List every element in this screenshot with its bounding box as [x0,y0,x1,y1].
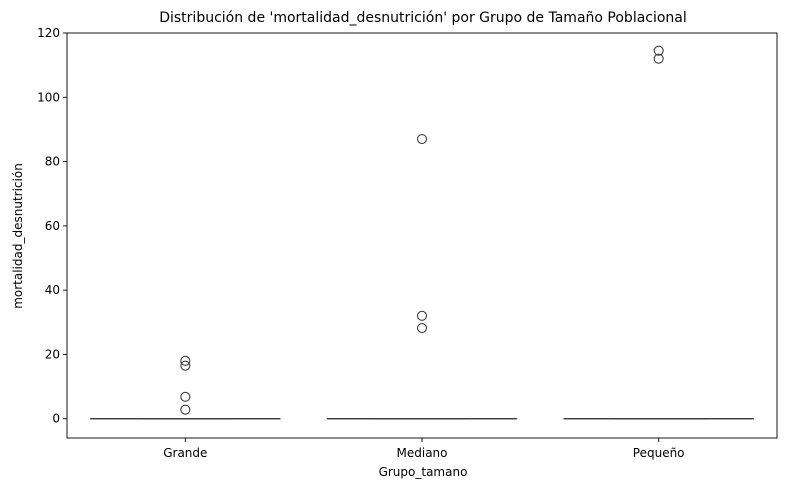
y-tick-label: 40 [45,283,60,297]
outlier-point [416,310,428,321]
x-tick-label: Grande [163,446,207,460]
x-tick-label: Pequeño [633,446,685,460]
outlier-point [180,391,191,402]
box-group [90,355,281,420]
y-tick-label: 100 [37,90,60,104]
x-axis: Grande Mediano Pequeño [163,438,685,460]
outlier-point [416,134,428,145]
y-tick-label: 0 [52,412,60,426]
x-tick-label: Mediano [397,446,448,460]
outlier-point [653,45,664,56]
outlier-point [180,404,191,415]
y-tick-label: 20 [45,347,60,361]
y-tick-label: 80 [45,155,60,169]
outlier-point [180,355,191,366]
y-tick-label: 120 [37,26,60,40]
plot-area-frame [66,32,778,439]
chart-title: Distribución de 'mortalidad_desnutrición… [159,10,687,26]
x-axis-label: Grupo_tamano [379,465,468,479]
outlier-point [653,53,664,64]
outlier-point [180,360,191,371]
y-axis: 0 20 40 60 80 100 120 [37,26,67,426]
y-axis-label: mortalidad_desnutrición [11,163,25,309]
box-group [326,134,518,420]
outlier-point [416,323,428,334]
box-series [90,45,754,420]
box-group [563,45,754,420]
y-tick-label: 60 [45,219,60,233]
